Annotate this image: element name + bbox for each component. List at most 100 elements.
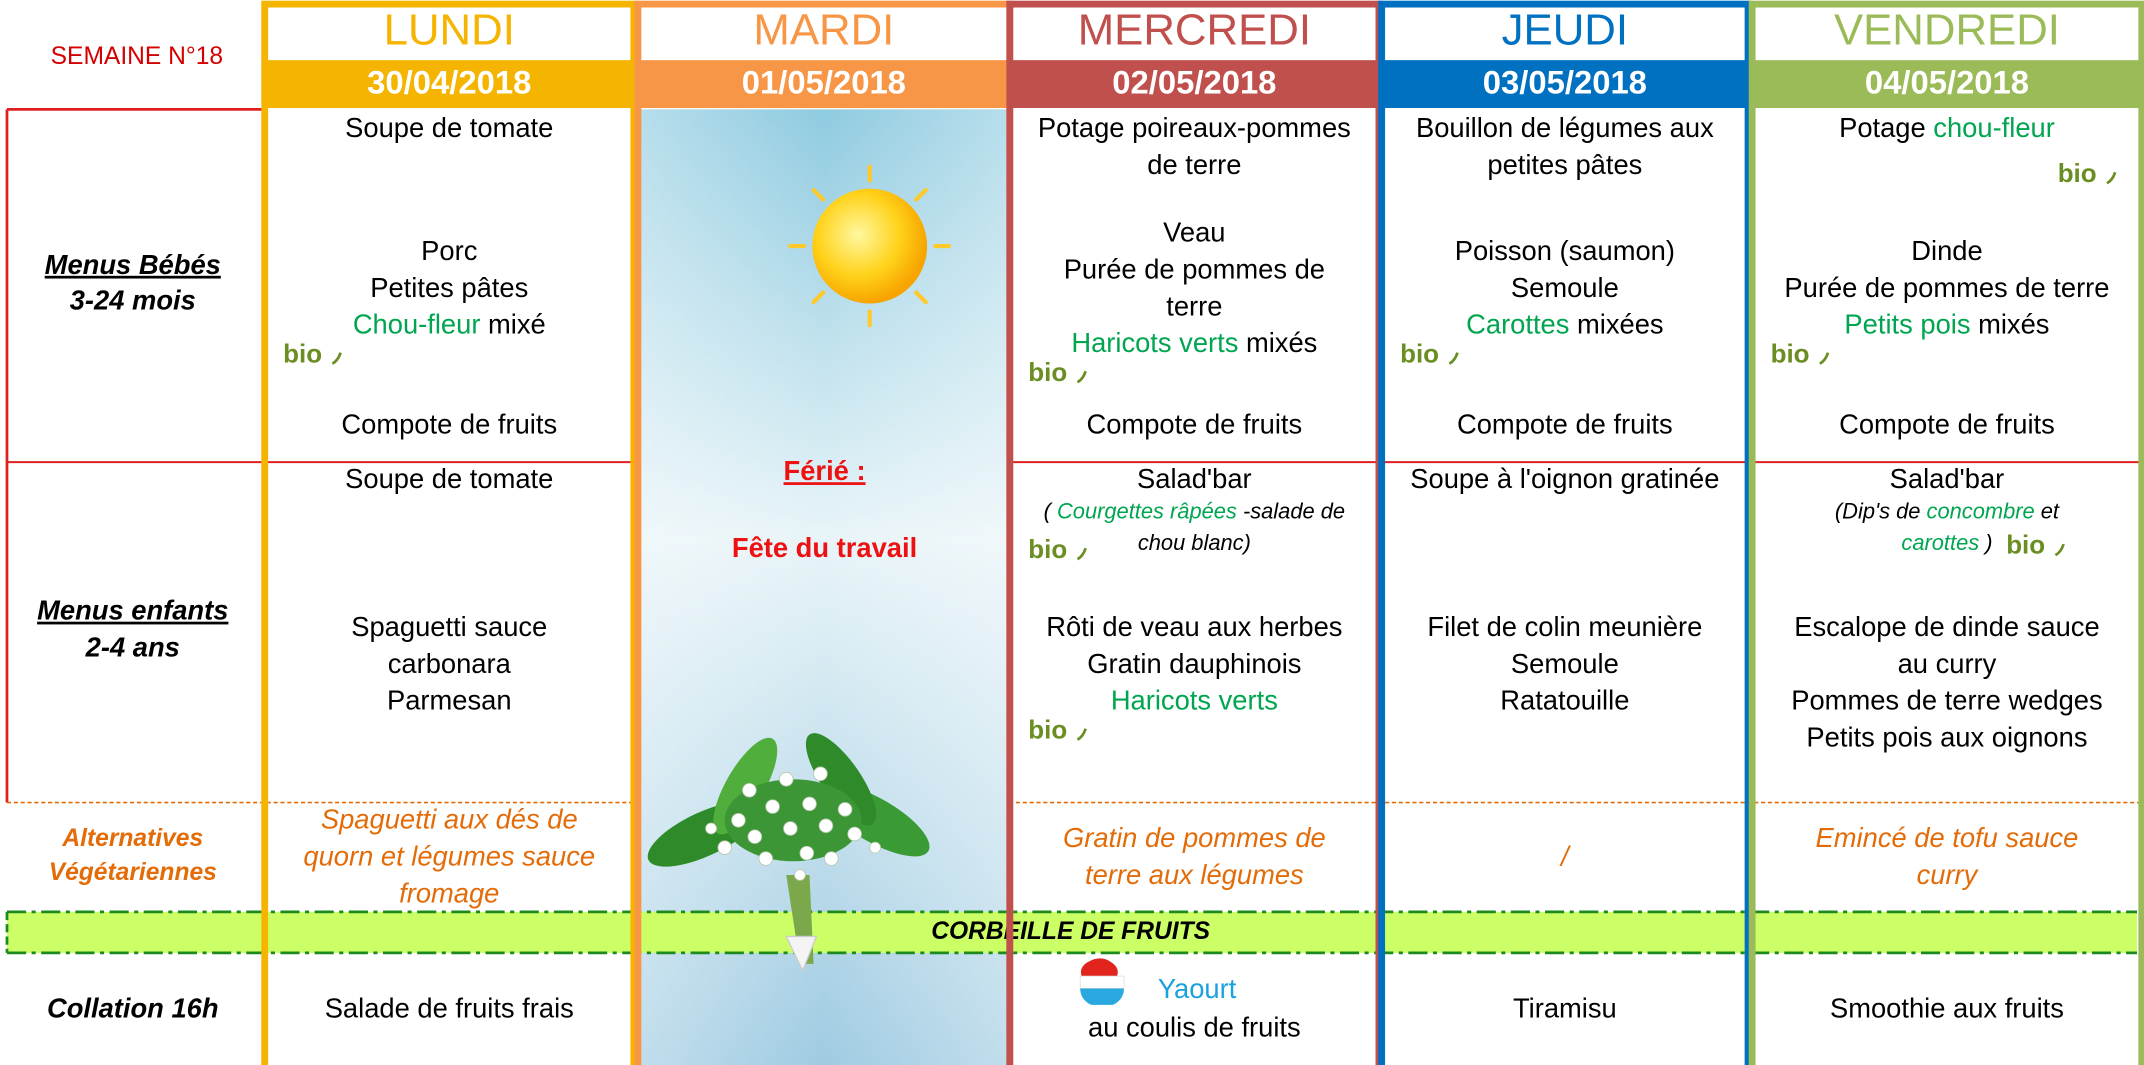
day-name: JEUDI	[1502, 5, 1628, 54]
menu-line: Soupe de tomate	[345, 112, 553, 143]
menu-line: Purée de pommes de terre	[1784, 272, 2109, 303]
menu-line: Haricots verts mixés	[1071, 327, 1317, 358]
menu-line: Compote de fruits	[1839, 409, 2055, 440]
day-name: MARDI	[753, 5, 894, 54]
menu-text: carbonara	[388, 648, 512, 679]
menu-line: au curry	[1898, 648, 1997, 679]
menu-text: Gratin dauphinois	[1087, 648, 1301, 679]
menu-line: Rôti de veau aux herbes	[1046, 611, 1342, 642]
menu-text: Haricots verts	[1071, 327, 1238, 358]
menu-line: petites pâtes	[1487, 149, 1642, 180]
bio-logo-group: bio	[2006, 530, 2065, 560]
row-label: 3-24 mois	[70, 284, 196, 315]
bio-logo-group: bio	[1028, 357, 1087, 387]
lily-bouquet	[647, 733, 930, 973]
menu-text: Smoothie aux fruits	[1830, 993, 2064, 1024]
menu-text: et	[2035, 498, 2060, 523]
menu-line: Poisson (saumon)	[1455, 235, 1675, 266]
grid-lines	[5, 108, 2144, 804]
menu-text: Petits pois	[1844, 309, 1970, 340]
day-date-band	[1752, 60, 2142, 109]
menu-line: Filet de colin meunière	[1427, 611, 1702, 642]
week-label: SEMAINE N°18	[51, 43, 223, 70]
row-label: 2-4 ans	[85, 632, 180, 663]
day-date-band	[265, 60, 634, 109]
menu-line: Compote de fruits	[1457, 409, 1673, 440]
bio-logo: bio	[283, 338, 322, 368]
menu-line: carottes )	[1901, 530, 1992, 555]
bio-logo: bio	[1028, 714, 1067, 744]
holiday: Férié : Fête du travail	[732, 455, 917, 563]
menu-line: quorn et légumes sauce	[303, 841, 595, 872]
day-name: LUNDI	[384, 5, 515, 54]
menu-text: Porc	[421, 235, 477, 266]
day-date-band	[1382, 60, 1748, 109]
menu-text: au curry	[1898, 648, 1997, 679]
menu-text: Compote de fruits	[1457, 409, 1673, 440]
menu-text: au coulis de fruits	[1088, 1012, 1301, 1043]
menu-text: Ratatouille	[1500, 685, 1629, 716]
menu-line: Gratin dauphinois	[1087, 648, 1301, 679]
menu-line: Bouillon de légumes aux	[1416, 112, 1714, 143]
menu-text: Soupe de tomate	[345, 112, 553, 143]
bio-leaf	[331, 352, 342, 365]
menu-text: Petites pâtes	[370, 272, 528, 303]
sun	[788, 164, 952, 328]
bio-logo: bio	[2006, 530, 2045, 560]
menu-text: Compote de fruits	[341, 409, 557, 440]
menu-line: Potage poireaux-pommes	[1038, 112, 1351, 143]
menu-text: Parmesan	[387, 685, 512, 716]
menu-text: Spaguetti aux dés de	[321, 804, 578, 835]
fruit-basket-text: CORBEILLE DE FRUITS	[931, 918, 1210, 945]
menu-text: de terre	[1147, 149, 1241, 180]
menu-text: Spaguetti sauce	[351, 611, 547, 642]
menu-line: Purée de pommes de	[1064, 254, 1325, 285]
menu-text: Potage poireaux-pommes	[1038, 112, 1351, 143]
menu-text: Purée de pommes de	[1064, 254, 1325, 285]
row-label: Végétariennes	[49, 859, 217, 886]
menu-line: Veau	[1163, 217, 1225, 248]
menu-line: Porc	[421, 235, 477, 266]
menu-text: Poisson (saumon)	[1455, 235, 1675, 266]
row-label: Alternatives	[61, 825, 203, 852]
menu-text: Compote de fruits	[1087, 409, 1303, 440]
lu-flag-icon	[1079, 958, 1125, 1005]
menu-line: Spaguetti sauce	[351, 611, 547, 642]
menu-line: Compote de fruits	[341, 409, 557, 440]
menu-line: carbonara	[388, 648, 512, 679]
row-label: Collation 16h	[47, 993, 219, 1024]
menu-text: curry	[1917, 859, 1980, 890]
menu-text: Pommes de terre wedges	[1791, 685, 2102, 716]
menu-text: fromage	[399, 878, 499, 909]
menu-text: Rôti de veau aux herbes	[1046, 611, 1342, 642]
menu-line: Carottes mixées	[1466, 309, 1663, 340]
bio-logo-group: bio	[283, 338, 342, 368]
menu-text: )	[1979, 530, 1992, 555]
menu-line: ( Courgettes râpées -salade de	[1044, 498, 1345, 523]
day-date-band	[1010, 60, 1379, 109]
bio-leaf	[1448, 352, 1459, 365]
bio-logo-group: bio	[1028, 534, 1087, 564]
menu-text: Carottes	[1466, 309, 1569, 340]
menu-text: terre	[1166, 291, 1222, 322]
menu-text: Filet de colin meunière	[1427, 611, 1702, 642]
bio-leaf	[1076, 370, 1087, 384]
menu-text: terre aux légumes	[1085, 859, 1304, 890]
day-date: 01/05/2018	[742, 63, 906, 100]
menu-line: Petits pois mixés	[1844, 309, 2049, 340]
menu-line: chou blanc)	[1138, 530, 1251, 555]
menu-text: concombre	[1927, 498, 2035, 523]
bio-logo-group: bio	[1771, 338, 1830, 368]
menu-line: /	[1559, 841, 1571, 872]
menu-text: carottes	[1901, 530, 1979, 555]
menu-text: Dinde	[1911, 235, 1982, 266]
menu-text: (Dip's de	[1835, 498, 1927, 523]
menu-text: chou-fleur	[1933, 112, 2055, 143]
menu-text: Bouillon de légumes aux	[1416, 112, 1714, 143]
menu-text: Semoule	[1511, 648, 1619, 679]
menu-line: Pommes de terre wedges	[1791, 685, 2102, 716]
fruit-basket-band: CORBEILLE DE FRUITS	[5, 910, 2138, 955]
menu-text: mixés	[1971, 309, 2050, 340]
